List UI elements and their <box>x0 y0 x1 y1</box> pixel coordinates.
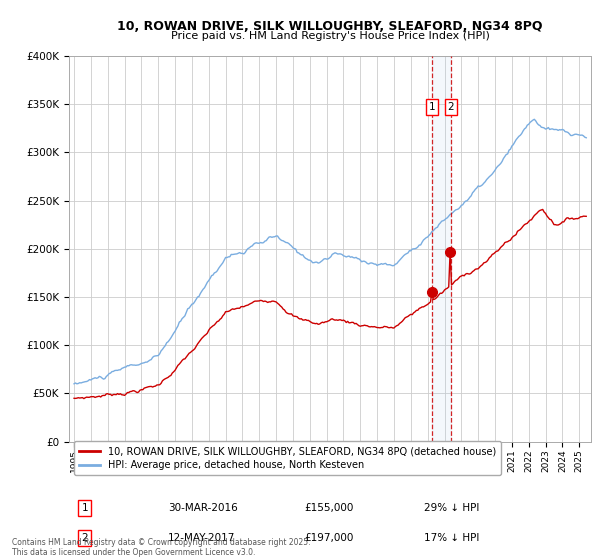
Legend: 10, ROWAN DRIVE, SILK WILLOUGHBY, SLEAFORD, NG34 8PQ (detached house), HPI: Aver: 10, ROWAN DRIVE, SILK WILLOUGHBY, SLEAFO… <box>74 441 501 475</box>
Text: 1: 1 <box>428 102 435 112</box>
Text: £155,000: £155,000 <box>304 503 353 513</box>
Text: 30-MAR-2016: 30-MAR-2016 <box>168 503 238 513</box>
Text: 12-MAY-2017: 12-MAY-2017 <box>168 533 236 543</box>
Text: £197,000: £197,000 <box>304 533 353 543</box>
Text: Contains HM Land Registry data © Crown copyright and database right 2025.
This d: Contains HM Land Registry data © Crown c… <box>12 538 311 557</box>
Bar <box>432 56 451 442</box>
Text: 1: 1 <box>82 503 88 513</box>
Text: Price paid vs. HM Land Registry's House Price Index (HPI): Price paid vs. HM Land Registry's House … <box>170 31 490 41</box>
Text: 29% ↓ HPI: 29% ↓ HPI <box>424 503 479 513</box>
Text: 2: 2 <box>448 102 454 112</box>
Text: 10, ROWAN DRIVE, SILK WILLOUGHBY, SLEAFORD, NG34 8PQ: 10, ROWAN DRIVE, SILK WILLOUGHBY, SLEAFO… <box>117 20 543 32</box>
Text: 2: 2 <box>82 533 88 543</box>
Text: 17% ↓ HPI: 17% ↓ HPI <box>424 533 479 543</box>
